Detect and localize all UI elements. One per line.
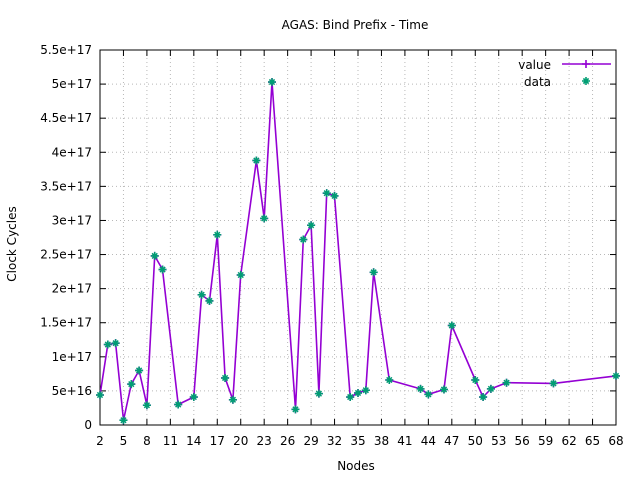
- point-data: [471, 376, 480, 384]
- axis-ticks: [99, 49, 617, 426]
- y-tick-label: 2e+17: [52, 282, 92, 296]
- x-tick-label: 53: [491, 434, 506, 448]
- x-tick-label: 50: [468, 434, 483, 448]
- point-data: [549, 379, 558, 388]
- legend: value data: [518, 58, 611, 89]
- point-data: [103, 340, 112, 349]
- x-tick-label: 68: [608, 434, 623, 448]
- x-tick-label: 65: [585, 434, 600, 448]
- y-tick-label: 5e+17: [52, 77, 92, 91]
- grid: [100, 50, 616, 425]
- y-tick-label: 5.5e+17: [40, 43, 92, 57]
- y-tick-label: 3e+17: [52, 213, 92, 227]
- x-tick-label: 11: [163, 434, 178, 448]
- point-data: [299, 235, 308, 244]
- point-data: [346, 393, 355, 402]
- x-tick-label: 35: [350, 434, 365, 448]
- y-tick-label: 5e+16: [52, 384, 92, 398]
- x-tick-label: 62: [561, 434, 576, 448]
- x-tick-label: 20: [233, 434, 248, 448]
- x-tick-label: 56: [515, 434, 530, 448]
- y-tick-label: 0: [84, 418, 92, 432]
- point-data: [197, 290, 206, 299]
- x-tick-label: 2: [96, 434, 104, 448]
- x-tick-label: 14: [186, 434, 201, 448]
- point-data: [612, 371, 620, 380]
- point-data: [260, 214, 269, 223]
- point-data: [213, 230, 222, 239]
- point-data: [416, 384, 425, 393]
- point-data: [330, 191, 339, 200]
- y-tick-label: 3.5e+17: [40, 179, 92, 193]
- point-data: [96, 391, 104, 399]
- point-data: [307, 221, 316, 230]
- x-tick-label: 23: [257, 434, 272, 448]
- x-tick-label: 44: [421, 434, 436, 448]
- point-data: [440, 385, 448, 394]
- point-data: [361, 386, 370, 395]
- series-points-data: [96, 78, 620, 425]
- point-data: [142, 401, 151, 410]
- point-data: [369, 268, 378, 277]
- y-tick-label: 1e+17: [52, 350, 92, 364]
- point-data: [354, 388, 362, 397]
- point-data: [127, 380, 136, 389]
- x-tick-label: 32: [327, 434, 342, 448]
- point-data: [189, 393, 198, 402]
- legend-label-value: value: [518, 58, 551, 72]
- tick-labels: 0 5e+16 1e+17 1.5e+17 2e+17 2.5e+17 3e+17 3.5e+…: [40, 43, 623, 448]
- point-data: [447, 321, 456, 330]
- legend-point-data: [582, 77, 590, 85]
- y-tick-label: 4.5e+17: [40, 111, 92, 125]
- point-data: [174, 400, 183, 409]
- point-data: [385, 376, 394, 384]
- x-tick-label: 8: [143, 434, 151, 448]
- x-tick-label: 29: [303, 434, 318, 448]
- y-tick-label: 4e+17: [52, 145, 92, 159]
- point-data: [119, 416, 128, 425]
- x-tick-label: 41: [397, 434, 412, 448]
- y-tick-label: 1.5e+17: [40, 316, 92, 330]
- point-data: [252, 156, 261, 165]
- x-tick-label: 5: [120, 434, 128, 448]
- point-data: [291, 405, 300, 414]
- point-data: [205, 296, 214, 305]
- y-axis-label: Clock Cycles: [5, 206, 19, 281]
- point-data: [268, 78, 276, 87]
- x-axis-label: Nodes: [337, 459, 375, 473]
- point-data: [221, 373, 230, 382]
- x-tick-label: 17: [210, 434, 225, 448]
- series-line-value: [99, 81, 617, 422]
- point-data: [479, 393, 488, 402]
- x-tick-label: 26: [280, 434, 295, 448]
- point-data: [111, 339, 120, 348]
- y-tick-label: 2.5e+17: [40, 248, 92, 262]
- x-tick-label: 47: [444, 434, 459, 448]
- point-data: [322, 189, 331, 198]
- point-data: [502, 378, 511, 387]
- point-data: [228, 395, 237, 404]
- legend-label-data: data: [524, 75, 551, 89]
- chart-title: AGAS: Bind Prefix - Time: [282, 18, 429, 32]
- point-data: [486, 384, 495, 393]
- point-data: [236, 271, 245, 279]
- point-data: [158, 265, 167, 274]
- legend-cross-value: [582, 60, 590, 68]
- x-tick-label: 38: [374, 434, 389, 448]
- point-data: [314, 389, 323, 398]
- point-data: [135, 366, 144, 375]
- series-polyline-value: [99, 81, 617, 422]
- point-data: [150, 251, 159, 260]
- x-tick-label: 59: [538, 434, 553, 448]
- point-data: [424, 390, 433, 399]
